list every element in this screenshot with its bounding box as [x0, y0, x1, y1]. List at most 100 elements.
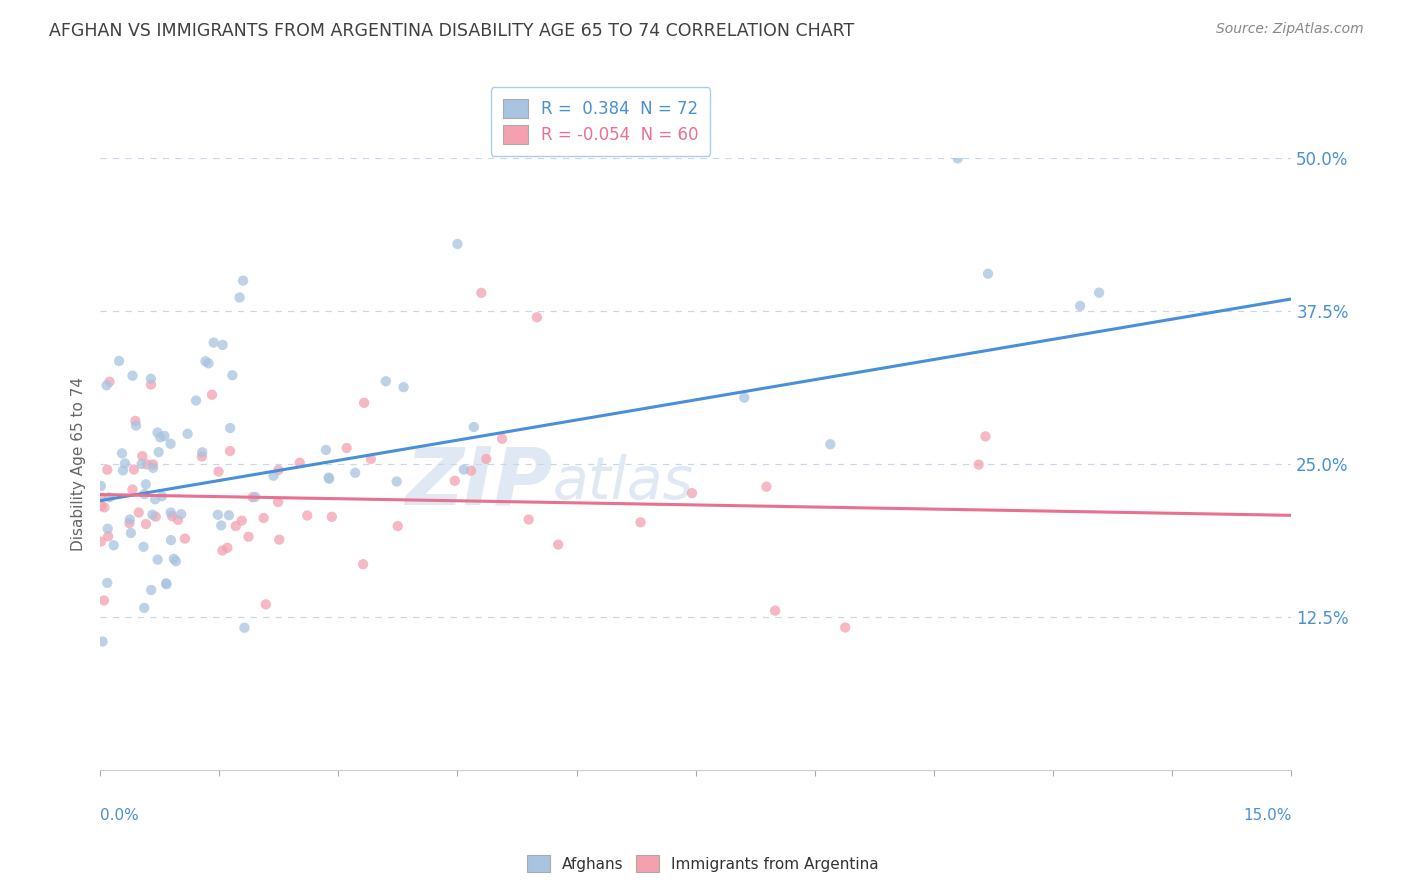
Point — [297, 508, 319, 523]
Point — [143, 492, 166, 507]
Point — [141, 582, 163, 597]
Point — [108, 354, 131, 368]
Point — [209, 518, 232, 533]
Point — [90, 491, 112, 505]
Text: atlas: atlas — [553, 454, 693, 511]
Point — [121, 483, 143, 497]
Point — [460, 464, 482, 478]
Point — [360, 452, 382, 467]
Point — [167, 513, 190, 527]
Point — [974, 429, 997, 443]
Point — [174, 532, 197, 546]
Point — [221, 368, 243, 383]
Point — [269, 533, 291, 547]
Point — [374, 374, 396, 388]
Text: Source: ZipAtlas.com: Source: ZipAtlas.com — [1216, 22, 1364, 37]
Point — [231, 514, 253, 528]
Text: AFGHAN VS IMMIGRANTS FROM ARGENTINA DISABILITY AGE 65 TO 74 CORRELATION CHART: AFGHAN VS IMMIGRANTS FROM ARGENTINA DISA… — [49, 22, 855, 40]
Point — [96, 378, 118, 392]
Point — [139, 377, 162, 392]
Point — [124, 414, 146, 428]
Point — [820, 437, 842, 451]
Point — [315, 442, 337, 457]
Point — [463, 420, 485, 434]
Point — [517, 512, 540, 526]
Text: 15.0%: 15.0% — [1243, 808, 1291, 823]
Point — [159, 506, 181, 520]
Point — [211, 338, 233, 352]
Point — [111, 446, 134, 460]
Point — [135, 458, 157, 472]
Point — [134, 487, 156, 501]
Point — [228, 290, 250, 304]
Point — [253, 511, 276, 525]
Text: ZIP: ZIP — [405, 443, 553, 521]
Point — [217, 541, 239, 555]
Point — [131, 457, 153, 471]
Point — [118, 516, 141, 531]
Point — [207, 508, 229, 522]
Point — [219, 444, 242, 458]
Point — [977, 267, 1000, 281]
Point — [733, 391, 755, 405]
Point — [153, 429, 176, 443]
Point — [135, 517, 157, 532]
Point — [91, 634, 114, 648]
Point — [218, 508, 240, 523]
Point — [93, 593, 115, 607]
Point — [96, 463, 118, 477]
Point — [207, 465, 229, 479]
Point — [238, 530, 260, 544]
Point — [150, 489, 173, 503]
Point — [233, 621, 256, 635]
Point — [90, 499, 112, 513]
Legend: Afghans, Immigrants from Argentina: Afghans, Immigrants from Argentina — [519, 847, 887, 880]
Point — [120, 525, 142, 540]
Point — [131, 449, 153, 463]
Point — [318, 470, 340, 484]
Point — [97, 522, 120, 536]
Point — [946, 152, 969, 166]
Point — [155, 576, 177, 591]
Point — [211, 543, 233, 558]
Point — [263, 468, 285, 483]
Point — [145, 509, 167, 524]
Point — [159, 436, 181, 450]
Point — [163, 552, 186, 566]
Point — [254, 598, 277, 612]
Point — [128, 506, 150, 520]
Point — [194, 354, 217, 368]
Point — [139, 372, 162, 386]
Point — [135, 477, 157, 491]
Point — [155, 577, 177, 591]
Point — [191, 450, 214, 464]
Point — [103, 538, 125, 552]
Point — [245, 490, 267, 504]
Point — [201, 387, 224, 401]
Point — [453, 462, 475, 476]
Point — [202, 335, 225, 350]
Point — [967, 458, 990, 472]
Point — [122, 462, 145, 476]
Point — [763, 604, 786, 618]
Point — [142, 458, 165, 472]
Point — [165, 554, 187, 568]
Point — [392, 380, 415, 394]
Point — [219, 421, 242, 435]
Point — [755, 480, 778, 494]
Point — [96, 575, 118, 590]
Point — [146, 425, 169, 440]
Point — [288, 456, 311, 470]
Point — [184, 393, 207, 408]
Point — [132, 540, 155, 554]
Point — [267, 495, 290, 509]
Point — [146, 552, 169, 566]
Y-axis label: Disability Age 65 to 74: Disability Age 65 to 74 — [72, 377, 86, 551]
Point — [90, 479, 112, 493]
Point — [191, 445, 214, 459]
Point — [170, 507, 193, 521]
Point — [176, 426, 198, 441]
Point — [118, 512, 141, 526]
Point — [547, 538, 569, 552]
Point — [97, 529, 120, 543]
